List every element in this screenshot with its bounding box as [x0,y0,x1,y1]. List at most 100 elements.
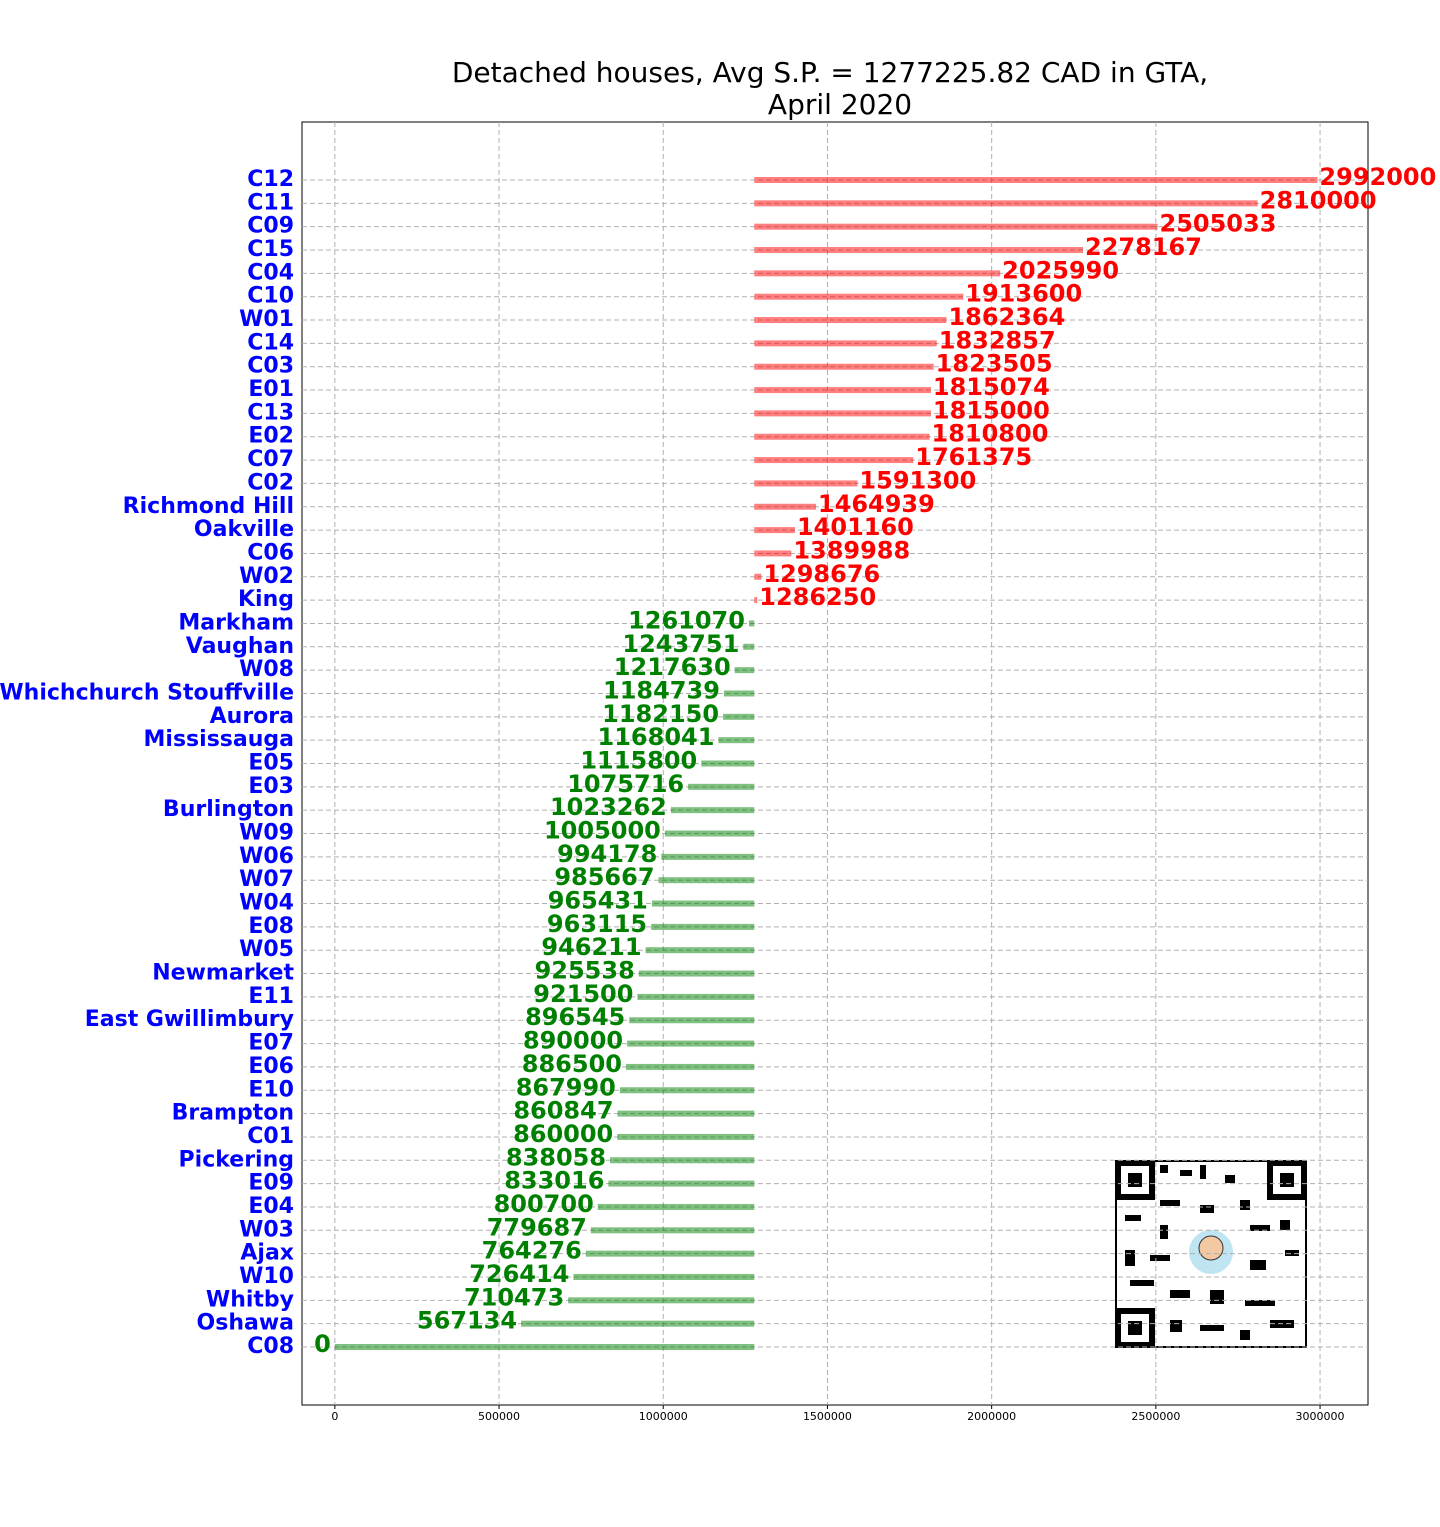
bar [754,503,816,510]
bar [754,597,758,604]
bar [748,620,755,627]
value-label: 1815000 [933,396,1050,424]
value-label: 1286250 [759,583,876,611]
y-tick-label: C13 [247,400,294,425]
value-label: 567134 [417,1307,517,1335]
bar [645,947,755,954]
value-label: 860000 [513,1120,613,1148]
x-tick-label: 500000 [478,1410,520,1423]
bar [629,1017,755,1024]
value-label: 1115800 [580,747,697,775]
bar [754,363,934,370]
value-label: 867990 [516,1073,616,1101]
bar [718,737,755,744]
bar [754,177,1318,183]
bar [608,1180,755,1187]
y-tick-label: Richmond Hill [123,494,294,519]
value-label: 833016 [504,1167,604,1195]
bar [585,1250,755,1257]
y-tick-label: C02 [247,470,294,495]
value-label: 726414 [469,1260,569,1288]
y-tick-label: East Gwillimbury [85,1007,294,1032]
value-label: 1815074 [933,373,1050,401]
bar [754,433,930,440]
y-tick-label: W01 [239,307,294,332]
bar [651,900,755,907]
y-tick-label: W05 [239,937,294,962]
y-tick-label: E10 [248,1077,294,1102]
y-tick-label: Oakville [194,517,294,542]
y-tick-label: Pickering [179,1147,294,1172]
bar [754,387,931,394]
bar [638,970,755,977]
bar [617,1110,755,1117]
value-label: 1184739 [603,676,720,704]
y-tick-label: C14 [247,330,294,355]
value-label: 2810000 [1260,186,1377,214]
bar [701,760,755,767]
y-tick-label: Mississauga [144,727,294,752]
bar [573,1273,755,1280]
value-label: 1168041 [598,723,715,751]
bar [754,410,931,417]
y-tick-label: Whitby [206,1287,294,1312]
bar [754,317,947,324]
value-label: 1810800 [932,420,1049,448]
y-tick-label: E06 [248,1054,294,1079]
value-label: 1832857 [939,326,1056,354]
y-tick-label: C15 [247,237,294,262]
bar [754,270,1001,277]
x-tick-label: 1500000 [803,1410,852,1423]
y-tick-label: Brampton [172,1101,294,1126]
y-tick-label: E09 [248,1171,294,1196]
bar [754,200,1258,207]
value-label: 1464939 [818,490,935,518]
value-label: 1761375 [915,443,1032,471]
y-tick-label: W02 [239,564,294,589]
y-tick-label: C11 [247,190,294,215]
y-tick-label: E02 [248,424,294,449]
value-label: 2992000 [1319,163,1436,191]
bar [754,293,964,300]
value-label: 985667 [554,863,654,891]
y-tick-label: Newmarket [152,961,294,986]
value-label: 1591300 [859,466,976,494]
bar [610,1157,755,1164]
value-label: 860847 [513,1097,613,1125]
bar [723,713,755,720]
bar [597,1203,755,1210]
value-label: 1913600 [965,280,1082,308]
bar [723,690,755,697]
y-tick-label: C03 [247,354,294,379]
value-label: 1023262 [550,793,667,821]
bar [688,783,755,790]
y-tick-label: W03 [239,1217,294,1242]
y-tick-label: Whichchurch Stouffville [0,680,294,705]
bar [734,667,755,674]
value-label: 896545 [525,1003,625,1031]
bar [568,1297,755,1304]
y-tick-label: C09 [247,214,294,239]
value-label: 779687 [487,1213,587,1241]
bar [625,1063,755,1070]
value-label: 838058 [506,1143,606,1171]
chart-title: April 2020 [768,88,912,121]
y-tick-label: E01 [248,377,294,402]
y-tick-label: W04 [239,891,294,916]
value-label: 886500 [522,1050,622,1078]
value-label: 2025990 [1002,256,1119,284]
bar [664,830,755,837]
y-tick-label: W10 [239,1264,294,1289]
bar [754,457,914,464]
value-label: 1298676 [763,560,880,588]
y-tick-label: C04 [247,260,294,285]
value-label: 921500 [533,980,633,1008]
bar [670,807,755,814]
value-label: 1823505 [936,350,1053,378]
y-tick-label: C10 [247,284,294,309]
value-label: 1243751 [622,630,739,658]
bar [651,923,755,930]
value-label: 925538 [535,957,635,985]
